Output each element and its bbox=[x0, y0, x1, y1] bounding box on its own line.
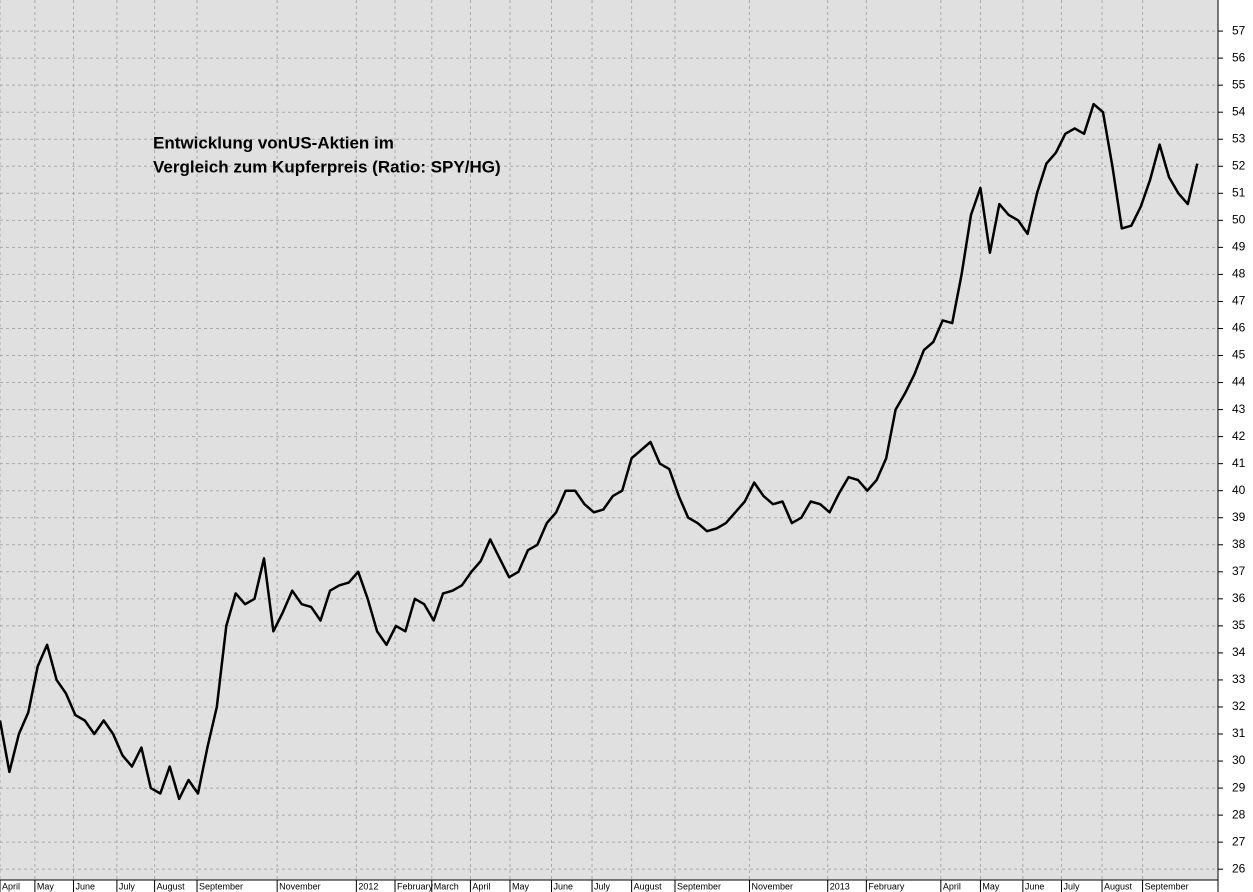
x-tick-label: April bbox=[472, 881, 490, 891]
x-tick-label: November bbox=[751, 881, 793, 891]
x-tick-label: August bbox=[634, 881, 663, 891]
y-tick-label: 36 bbox=[1232, 591, 1246, 605]
y-tick-label: 50 bbox=[1232, 213, 1246, 227]
y-tick-label: 35 bbox=[1232, 618, 1246, 632]
y-tick-label: 56 bbox=[1232, 50, 1246, 64]
y-tick-label: 53 bbox=[1232, 131, 1246, 145]
y-tick-label: 57 bbox=[1232, 23, 1246, 37]
x-tick-label: August bbox=[157, 881, 186, 891]
chart-subtitle: Vergleich zum Kupferpreis (Ratio: SPY/HG… bbox=[153, 157, 501, 176]
y-tick-label: 26 bbox=[1232, 861, 1246, 875]
x-tick-label: July bbox=[594, 881, 611, 891]
y-tick-label: 46 bbox=[1232, 321, 1246, 335]
y-tick-label: 48 bbox=[1232, 267, 1246, 281]
x-tick-label: May bbox=[512, 881, 530, 891]
x-tick-label: May bbox=[37, 881, 55, 891]
y-tick-label: 38 bbox=[1232, 537, 1246, 551]
y-tick-label: 43 bbox=[1232, 402, 1246, 416]
y-tick-label: 45 bbox=[1232, 348, 1246, 362]
x-tick-label: April bbox=[943, 881, 961, 891]
chart-title: Entwicklung vonUS-Aktien im bbox=[153, 133, 394, 152]
x-tick-label: August bbox=[1104, 881, 1133, 891]
y-tick-label: 44 bbox=[1232, 375, 1246, 389]
y-tick-label: 33 bbox=[1232, 672, 1246, 686]
y-tick-label: 37 bbox=[1232, 564, 1246, 578]
y-tick-label: 29 bbox=[1232, 780, 1246, 794]
y-tick-label: 42 bbox=[1232, 429, 1246, 443]
y-tick-label: 41 bbox=[1232, 456, 1246, 470]
x-tick-label: September bbox=[677, 881, 721, 891]
x-tick-label: September bbox=[199, 881, 243, 891]
y-tick-label: 52 bbox=[1232, 158, 1246, 172]
x-tick-label: February bbox=[397, 881, 434, 891]
x-tick-label: 2012 bbox=[358, 881, 378, 891]
x-tick-label: April bbox=[2, 881, 20, 891]
x-tick-label: March bbox=[434, 881, 459, 891]
y-tick-label: 34 bbox=[1232, 645, 1246, 659]
x-tick-label: September bbox=[1145, 881, 1189, 891]
x-tick-label: June bbox=[553, 881, 573, 891]
y-tick-label: 31 bbox=[1232, 726, 1246, 740]
x-tick-label: February bbox=[868, 881, 905, 891]
y-tick-label: 55 bbox=[1232, 77, 1246, 91]
y-tick-label: 27 bbox=[1232, 834, 1246, 848]
y-tick-label: 40 bbox=[1232, 483, 1246, 497]
y-tick-label: 51 bbox=[1232, 185, 1246, 199]
x-tick-label: July bbox=[1064, 881, 1081, 891]
y-tick-label: 39 bbox=[1232, 510, 1246, 524]
x-tick-label: May bbox=[982, 881, 1000, 891]
x-tick-label: June bbox=[1025, 881, 1045, 891]
y-tick-label: 54 bbox=[1232, 104, 1246, 118]
y-tick-label: 32 bbox=[1232, 699, 1246, 713]
x-tick-label: June bbox=[76, 881, 96, 891]
plot-background bbox=[0, 0, 1218, 880]
series-line bbox=[0, 102, 1199, 801]
y-tick-label: 49 bbox=[1232, 240, 1246, 254]
x-tick-label: July bbox=[119, 881, 136, 891]
x-tick-label: 2013 bbox=[830, 881, 850, 891]
y-tick-label: 30 bbox=[1232, 753, 1246, 767]
axis-background bbox=[1218, 0, 1253, 892]
y-tick-label: 47 bbox=[1232, 294, 1246, 308]
x-tick-label: November bbox=[279, 881, 321, 891]
y-tick-label: 28 bbox=[1232, 807, 1246, 821]
